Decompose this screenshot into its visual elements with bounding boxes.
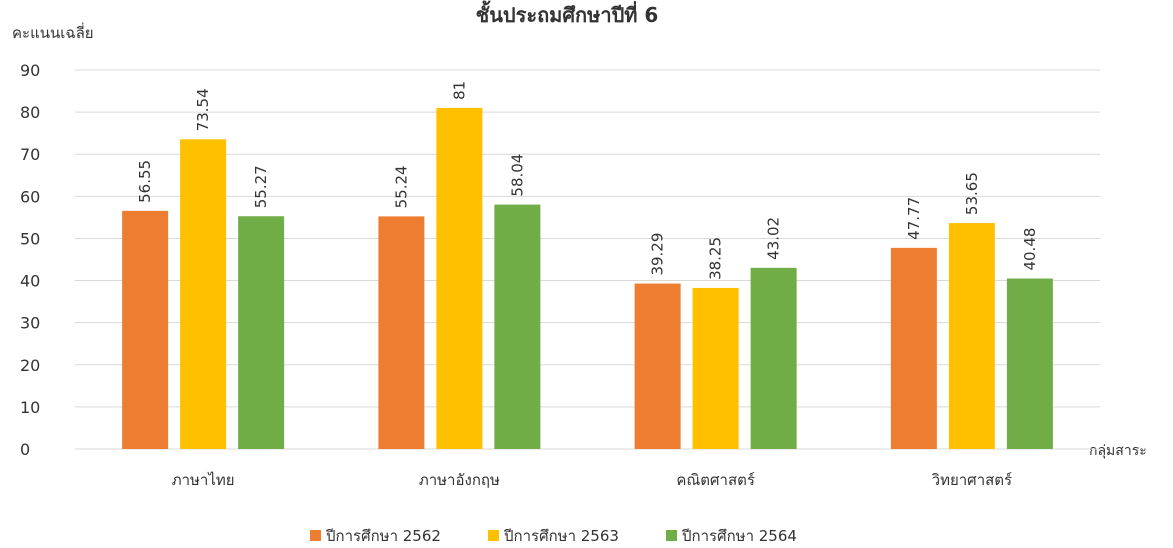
legend-label: ปีการศึกษา 2564 (681, 527, 797, 545)
data-label: 55.24 (392, 165, 410, 208)
y-tick-label: 40 (20, 272, 40, 291)
bar (122, 211, 168, 449)
y-tick-label: 20 (20, 356, 40, 375)
y-tick-label: 70 (20, 145, 40, 164)
data-label: 55.27 (252, 165, 270, 208)
y-tick-label: 60 (20, 187, 40, 206)
bar (751, 268, 797, 449)
chart-title: ชั้นประถมศึกษาปีที่ 6 (476, 0, 659, 27)
bar (1007, 279, 1053, 449)
bar (949, 223, 995, 449)
bars (122, 108, 1053, 449)
x-tick-label: ภาษาอังกฤษ (419, 471, 500, 489)
y-tick-label: 80 (20, 103, 40, 122)
y-tick-label: 0 (20, 440, 30, 459)
bar (180, 139, 226, 449)
bar (693, 288, 739, 449)
legend-swatch (310, 530, 321, 541)
y-tick-label: 10 (20, 398, 40, 417)
x-tick-label: คณิตศาสตร์ (676, 471, 755, 489)
bar (238, 216, 284, 449)
data-label: 38.25 (707, 237, 725, 280)
x-tick-label: ภาษาไทย (172, 471, 235, 489)
data-label: 39.29 (649, 233, 667, 276)
gridlines (75, 70, 1100, 449)
data-label: 53.65 (963, 172, 981, 215)
data-label: 58.04 (508, 154, 526, 197)
y-tick-label: 30 (20, 314, 40, 333)
legend-swatch (488, 530, 499, 541)
legend-swatch (666, 530, 677, 541)
bar (436, 108, 482, 449)
data-label: 47.77 (905, 197, 923, 240)
x-tick-label: วิทยาศาสตร์ (931, 471, 1012, 489)
legend: ปีการศึกษา 2562 ปีการศึกษา 2563 ปีการศึกษา… (310, 527, 797, 545)
y-tick-label: 50 (20, 229, 40, 248)
bar (635, 284, 681, 449)
x-axis-label: กลุ่มสาระ (1089, 443, 1147, 459)
data-label: 73.54 (194, 88, 212, 131)
bar (891, 248, 937, 449)
bar (494, 205, 540, 449)
x-axis-ticks: ภาษาไทย ภาษาอังกฤษ คณิตศาสตร์ วิทยาศาสตร์ (172, 471, 1012, 489)
data-label: 43.02 (765, 217, 783, 260)
y-axis-ticks: 0 10 20 30 40 50 60 70 80 90 (20, 61, 40, 459)
data-label: 81 (450, 81, 468, 100)
data-label: 56.55 (136, 160, 154, 203)
bar (378, 216, 424, 449)
y-axis-label: คะแนนเฉลี่ย (12, 22, 94, 42)
legend-label: ปีการศึกษา 2562 (325, 527, 441, 545)
data-label: 40.48 (1021, 228, 1039, 271)
y-tick-label: 90 (20, 61, 40, 80)
legend-label: ปีการศึกษา 2563 (503, 527, 619, 545)
